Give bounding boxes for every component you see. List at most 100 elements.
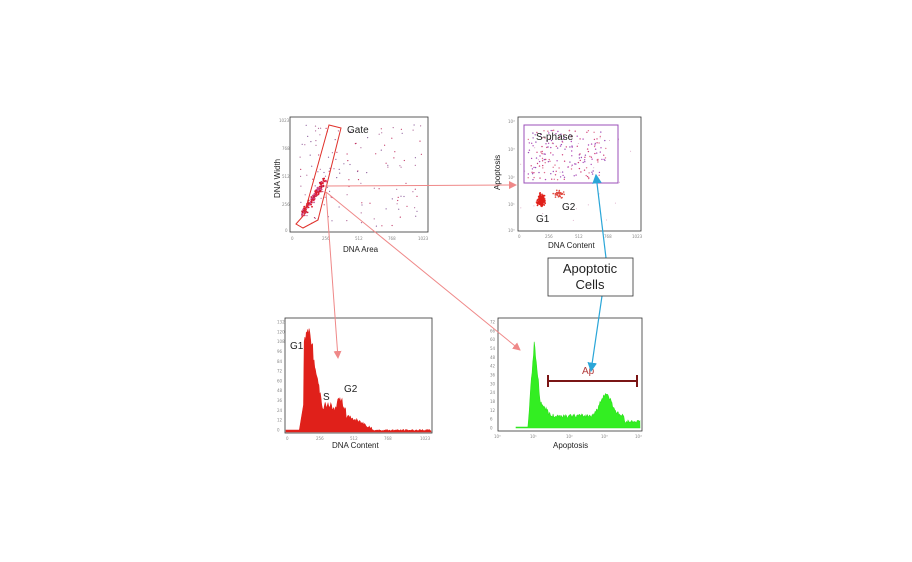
scatter-point [561, 154, 564, 156]
y-tick-label: 512 [282, 174, 290, 179]
scatter-point [553, 178, 555, 180]
scatter-point [329, 190, 331, 192]
y-tick-label: 768 [282, 146, 290, 151]
y-tick-label: 30 [490, 381, 496, 386]
scatter-point [571, 155, 573, 157]
scatter-point [577, 143, 579, 144]
scatter-point [577, 161, 580, 164]
scatter-point [562, 174, 564, 177]
scatter2-y-axis-label: Apoptosis [493, 155, 502, 190]
hist2-frame [497, 317, 643, 432]
scatter-point [324, 175, 327, 177]
scatter2-points [520, 129, 632, 221]
scatter-point [587, 204, 589, 206]
scatter-point [366, 172, 368, 174]
scatter-point [559, 145, 562, 147]
scatter-point [603, 158, 605, 161]
y-tick-label: 132 [277, 320, 285, 325]
scatter-point [387, 164, 389, 166]
scatter-point [555, 170, 557, 172]
scatter-point [557, 130, 559, 133]
scatter-point [560, 197, 563, 199]
scatter-point [533, 176, 535, 179]
scatter-point [334, 139, 336, 141]
hist1-s-label: S [323, 392, 330, 403]
scatter-point [603, 154, 605, 156]
scatter-point [537, 159, 539, 161]
histogram-panel-dna-content: G1 S G2 0 256 512 768 1023 1321201089684… [277, 317, 433, 450]
scatter-point [320, 197, 322, 199]
y-tick-label: 66 [490, 328, 496, 333]
scatter-point [527, 151, 530, 154]
scatter-point [552, 154, 554, 156]
scatter-point [541, 193, 543, 196]
scatter-point [338, 168, 340, 170]
scatter-point [539, 194, 541, 197]
scatter-point [562, 191, 565, 193]
scatter-point [378, 133, 380, 135]
scatter-point [569, 161, 571, 163]
scatter-point [401, 132, 403, 134]
scatter-point [328, 170, 330, 172]
scatter-point [311, 194, 314, 197]
scatter-point [541, 150, 543, 153]
x-tick-label: 768 [384, 436, 392, 441]
scatter-point [333, 168, 335, 170]
scatter-point [311, 205, 313, 208]
scatter-point [387, 166, 389, 168]
y-tick-label: 12 [277, 418, 283, 423]
scatter-point [548, 158, 550, 161]
scatter-point [336, 151, 338, 153]
scatter-point [537, 198, 539, 201]
scatter-point [381, 132, 383, 134]
x-tick-label: 10¹ [530, 434, 537, 439]
scatter-point [590, 143, 593, 145]
scatter-point [556, 147, 559, 149]
scatter-point [307, 135, 309, 137]
scatter-point [361, 202, 363, 204]
x-tick-label: 256 [316, 436, 324, 441]
scatter-point [550, 139, 553, 142]
scatter-point [309, 154, 311, 156]
scatter-point [630, 150, 632, 152]
scatter-point [604, 139, 606, 142]
scatter-point [314, 217, 316, 219]
y-tick-label: 48 [277, 388, 283, 393]
scatter-point [311, 165, 313, 167]
flow-arrows [323, 173, 607, 373]
y-tick-label: 84 [277, 359, 283, 364]
scatter-point [346, 220, 348, 222]
scatter-point [594, 152, 596, 155]
scatter-point [558, 189, 561, 192]
scatter-point [580, 171, 582, 173]
scatter-point [542, 213, 544, 215]
scatter-point [584, 154, 587, 156]
scatter-point [310, 200, 313, 203]
scatter-point [593, 138, 596, 141]
scatter-point [591, 173, 594, 175]
scatter-point [578, 157, 581, 159]
scatter-point [594, 148, 597, 150]
scatter-point [584, 161, 586, 163]
scatter-point [329, 167, 331, 169]
scatter-point [596, 138, 598, 140]
scatter-point [391, 137, 393, 139]
scatter-point [317, 187, 320, 189]
scatter-point [582, 138, 584, 140]
scatter-point [586, 175, 589, 178]
scatter-point [557, 196, 560, 198]
scatter-point [570, 135, 573, 138]
scatter-point [420, 153, 422, 155]
scatter-point [551, 178, 553, 180]
sphase-gate-box [523, 124, 619, 184]
scatter-point [552, 170, 554, 173]
scatter-point [573, 175, 575, 177]
hist1-xticks: 0 256 512 768 1023 [286, 436, 431, 441]
scatter-point [566, 137, 568, 138]
scatter-point [412, 191, 414, 193]
scatter-point [398, 208, 400, 210]
hist1-g1-label: G1 [290, 341, 304, 352]
scatter-point [564, 148, 566, 150]
scatter-point [534, 166, 537, 169]
scatter-point [312, 199, 315, 201]
